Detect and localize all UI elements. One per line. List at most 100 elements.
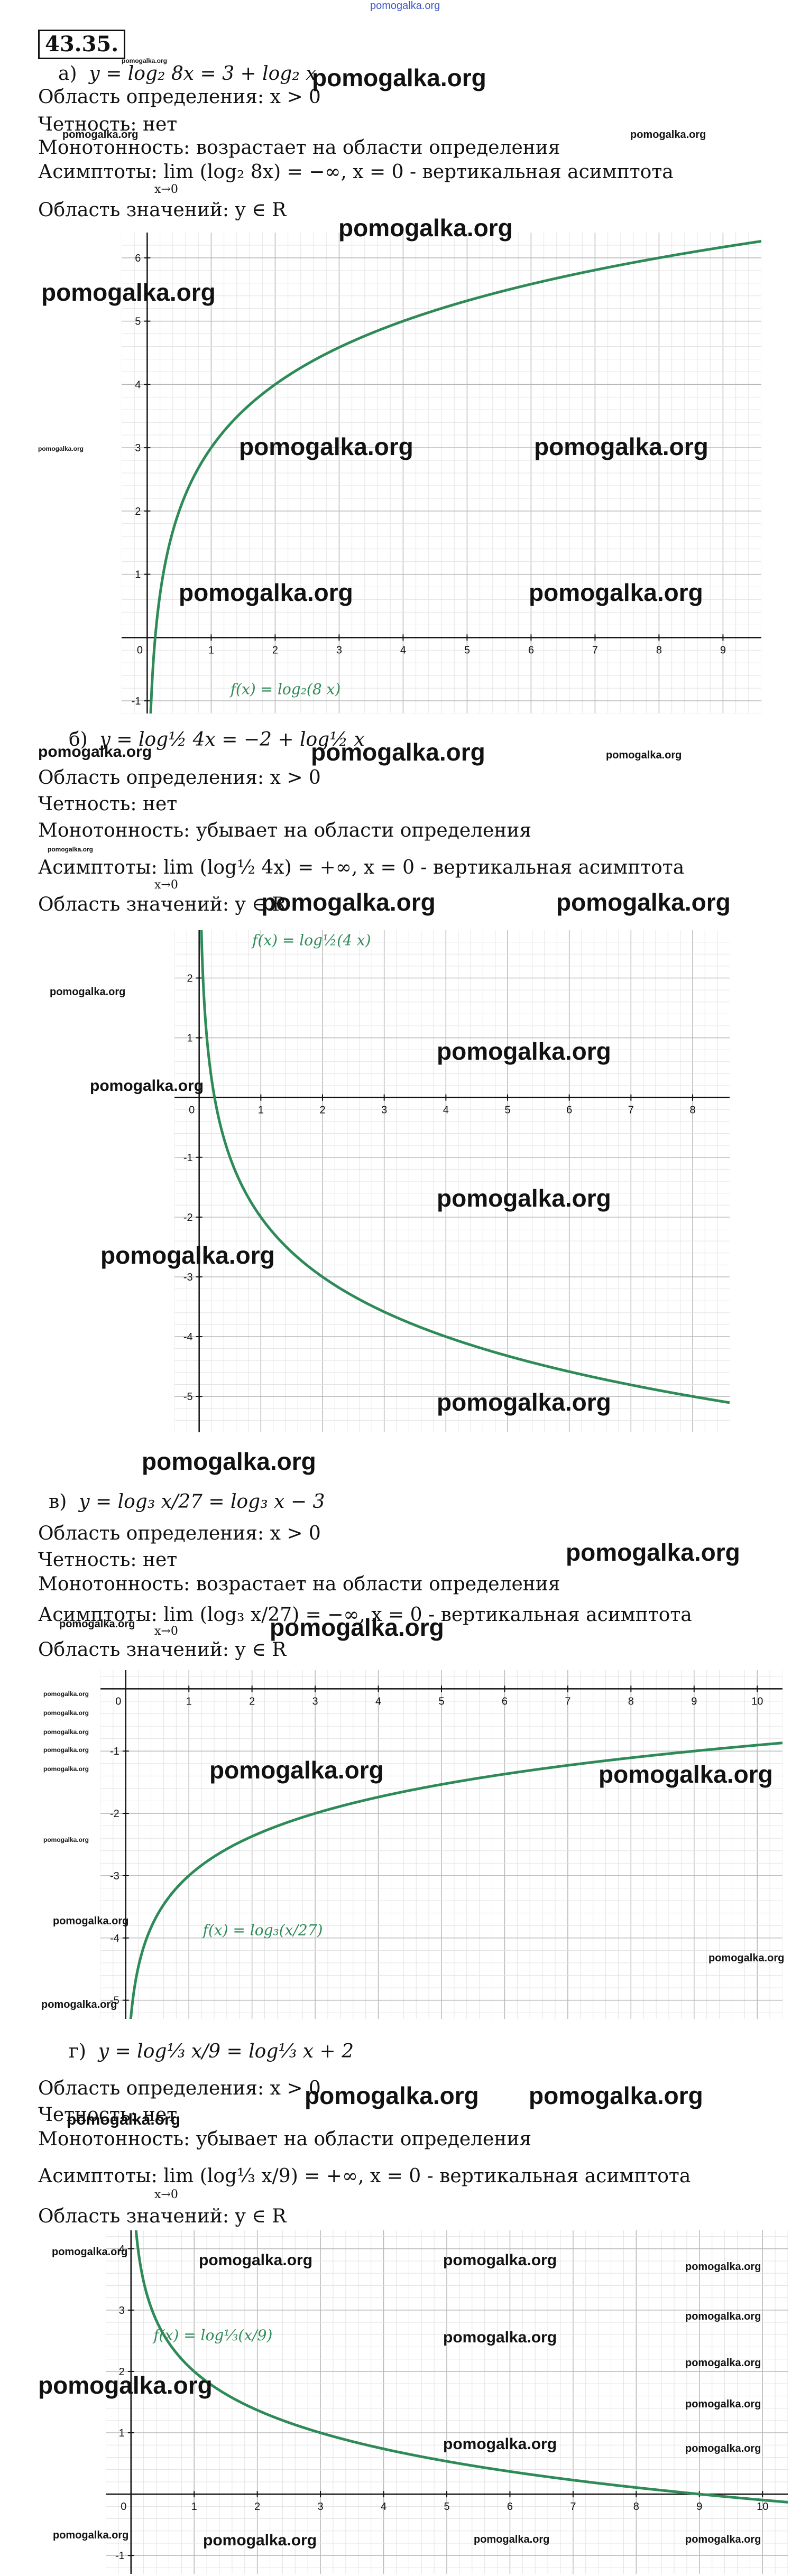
grid bbox=[100, 1670, 783, 2019]
watermark: pomogalka.org bbox=[67, 2111, 181, 2128]
function-curve bbox=[200, 930, 730, 1404]
x-tick-label: 10 bbox=[757, 2501, 768, 2513]
graph-d: 0 1 2 3 4 5 6 7 8 9 10 -1 1 2 3 4 f(x) = log⅓(x/9) bbox=[106, 2230, 788, 2574]
equation: y = log₂ 8x = 3 + log₂ x bbox=[89, 63, 317, 85]
watermark: pomogalka.org bbox=[529, 2082, 703, 2109]
site-link[interactable]: pomogalka.org bbox=[370, 0, 440, 12]
part-b-range: Область значений: y ∈ R bbox=[38, 894, 287, 915]
x-tick-label: 9 bbox=[691, 1695, 697, 1707]
watermark: pomogalka.org bbox=[122, 57, 168, 64]
y-tick-label: -4 bbox=[183, 1331, 193, 1343]
x-tick-label: 5 bbox=[444, 2501, 449, 2513]
x-tick-label: 1 bbox=[258, 1105, 264, 1116]
x-tick-label: 2 bbox=[319, 1105, 325, 1116]
x-tick-label: 8 bbox=[689, 1105, 695, 1116]
watermark: pomogalka.org bbox=[38, 2371, 213, 2399]
grid bbox=[174, 930, 730, 1432]
function-label: f(x) = log₂(8 x) bbox=[229, 681, 341, 698]
watermark: pomogalka.org bbox=[556, 888, 731, 916]
y-tick-label: 1 bbox=[135, 569, 141, 581]
function-curve bbox=[134, 2230, 788, 2504]
watermark: pomogalka.org bbox=[630, 129, 706, 141]
watermark: pomogalka.org bbox=[437, 1037, 611, 1065]
part-d-parity: Четность: нет bbox=[38, 2104, 178, 2126]
part-d-limit-sub: x→0 bbox=[154, 2188, 178, 2201]
function-label: f(x) = log⅓(x/9) bbox=[152, 2327, 272, 2344]
watermark: pomogalka.org bbox=[48, 846, 94, 853]
watermark: pomogalka.org bbox=[38, 445, 84, 452]
x-tick-label: 8 bbox=[633, 2501, 639, 2513]
watermark: pomogalka.org bbox=[311, 738, 485, 766]
x-tick-label: 3 bbox=[336, 644, 342, 656]
y-tick-label: -2 bbox=[183, 1212, 193, 1224]
y-tick-label: 5 bbox=[135, 316, 141, 328]
x-tick-label: 3 bbox=[318, 2501, 324, 2513]
watermark: pomogalka.org bbox=[52, 2246, 128, 2258]
y-tick-label: -2 bbox=[110, 1808, 119, 1820]
watermark: pomogalka.org bbox=[685, 2398, 761, 2410]
part-b-domain: Область определения: x > 0 bbox=[38, 767, 321, 789]
watermark: pomogalka.org bbox=[203, 2532, 317, 2549]
watermark: pomogalka.org bbox=[43, 1836, 89, 1843]
watermark: pomogalka.org bbox=[443, 2435, 557, 2453]
graph-a-svg: 0 1 2 3 4 5 6 7 8 9 -1 1 2 3 4 5 6 f(x) = log₂(8 x) bbox=[122, 233, 761, 714]
equation: y = log⅓ x/9 = log⅓ x + 2 bbox=[98, 2041, 354, 2062]
part-label: в) bbox=[49, 1491, 67, 1513]
x-tick-label: 1 bbox=[191, 2501, 197, 2513]
watermark: pomogalka.org bbox=[41, 279, 216, 306]
task-number: 43.35. bbox=[38, 30, 126, 59]
y-tick-label: -1 bbox=[110, 1746, 119, 1757]
y-tick-label: -4 bbox=[110, 1933, 119, 1944]
part-c-asymptotes: Асимптоты: lim (log₃ x/27) = −∞, x = 0 -… bbox=[38, 1604, 692, 1626]
watermark: pomogalka.org bbox=[708, 1952, 785, 1964]
watermark: pomogalka.org bbox=[53, 1915, 129, 1927]
equation: y = log½ 4x = −2 + log½ x bbox=[99, 729, 365, 750]
y-tick-label: -1 bbox=[183, 1152, 193, 1164]
watermark: pomogalka.org bbox=[685, 2357, 761, 2369]
part-d-domain: Область определения: x > 0 bbox=[38, 2078, 321, 2099]
watermark: pomogalka.org bbox=[685, 2443, 761, 2454]
part-a-limit-sub: x→0 bbox=[154, 183, 178, 196]
x-tick-label: 5 bbox=[504, 1105, 510, 1116]
x-tick-label: 8 bbox=[628, 1695, 634, 1707]
watermark: pomogalka.org bbox=[270, 1614, 444, 1641]
part-a-asymptotes: Асимптоты: lim (log₂ 8x) = −∞, x = 0 - в… bbox=[38, 161, 674, 183]
y-tick-label: 3 bbox=[135, 442, 141, 454]
part-a-monotonic: Монотонность: возрастает на области опре… bbox=[38, 137, 560, 159]
y-tick-label: 2 bbox=[135, 506, 141, 517]
part-c-range: Область значений: y ∈ R bbox=[38, 1639, 287, 1661]
graph-b: 0 1 2 3 4 5 6 7 8 -5 -4 -3 -2 -1 1 2 f(x) = log½(4 x) bbox=[174, 930, 730, 1432]
watermark: pomogalka.org bbox=[53, 2529, 129, 2541]
x-tick-label: 0 bbox=[115, 1695, 121, 1707]
part-c-limit-sub: x→0 bbox=[154, 1625, 178, 1638]
part-c-parity: Четность: нет bbox=[38, 1549, 178, 1571]
x-tick-label: 7 bbox=[628, 1105, 634, 1116]
part-label: а) bbox=[58, 63, 77, 85]
function-curve bbox=[129, 1741, 783, 2019]
x-tick-label: 3 bbox=[381, 1105, 387, 1116]
watermark: pomogalka.org bbox=[685, 2261, 761, 2273]
part-a-equation: а) y = log₂ 8x = 3 + log₂ x bbox=[58, 62, 317, 86]
part-b-asymptotes: Асимптоты: lim (log½ 4x) = +∞, x = 0 - в… bbox=[38, 857, 685, 878]
watermark: pomogalka.org bbox=[43, 1690, 89, 1698]
x-tick-label: 5 bbox=[438, 1695, 444, 1707]
y-tick-label: -5 bbox=[183, 1391, 193, 1403]
x-tick-label: 8 bbox=[656, 644, 662, 656]
x-tick-label: 10 bbox=[751, 1695, 763, 1707]
watermark: pomogalka.org bbox=[606, 749, 682, 761]
watermark: pomogalka.org bbox=[43, 1746, 89, 1754]
x-tick-label: 6 bbox=[528, 644, 534, 656]
watermark: pomogalka.org bbox=[199, 2251, 313, 2269]
function-label: f(x) = log½(4 x) bbox=[251, 932, 371, 949]
x-tick-label: 1 bbox=[208, 644, 214, 656]
y-tick-label: -1 bbox=[132, 696, 141, 707]
y-tick-label: -5 bbox=[110, 1995, 119, 2007]
y-tick-label: -3 bbox=[110, 1870, 119, 1882]
watermark: pomogalka.org bbox=[100, 1241, 275, 1269]
watermark: pomogalka.org bbox=[437, 1388, 611, 1416]
y-tick-label: -3 bbox=[183, 1272, 193, 1283]
part-a-parity: Четность: нет bbox=[38, 114, 178, 135]
watermark: pomogalka.org bbox=[474, 2534, 550, 2545]
graph-c-svg: 0 1 2 3 4 5 6 7 8 9 10 -5 -4 -3 -2 -1 f(x) = log₃(x/27) bbox=[100, 1670, 783, 2019]
x-tick-label: 6 bbox=[566, 1105, 572, 1116]
